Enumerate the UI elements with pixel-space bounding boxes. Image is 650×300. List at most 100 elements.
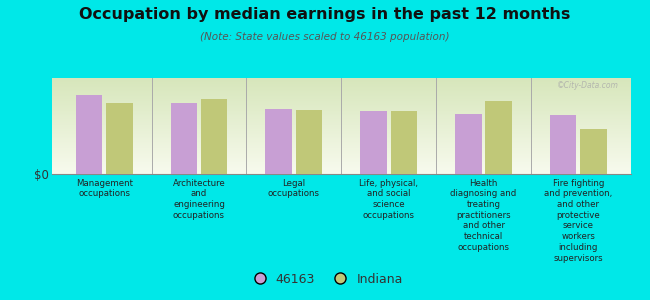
Text: Health
diagnosing and
treating
practitioners
and other
technical
occupations: Health diagnosing and treating practitio… [450, 178, 517, 252]
Bar [52, 83, 630, 84]
Bar [580, 129, 607, 174]
Bar [170, 103, 197, 174]
Bar [52, 153, 630, 154]
Bar [52, 91, 630, 92]
Bar [52, 111, 630, 112]
Bar [52, 106, 630, 107]
Bar [52, 166, 630, 167]
Bar [52, 98, 630, 99]
Bar [52, 146, 630, 147]
Bar [52, 130, 630, 131]
Bar [52, 142, 630, 143]
Bar [52, 147, 630, 148]
Bar [75, 95, 102, 174]
Bar [52, 97, 630, 98]
Bar [52, 149, 630, 150]
Bar [52, 112, 630, 113]
Bar [52, 94, 630, 95]
Bar [52, 104, 630, 105]
Bar [52, 84, 630, 85]
Bar [52, 105, 630, 106]
Bar [52, 168, 630, 169]
Bar [106, 103, 133, 174]
Bar [52, 152, 630, 153]
Bar [52, 159, 630, 160]
Bar [52, 120, 630, 121]
Bar [550, 116, 577, 174]
Bar [52, 139, 630, 140]
Bar [52, 133, 630, 134]
Bar [52, 135, 630, 136]
Bar [52, 122, 630, 123]
Bar [52, 169, 630, 170]
Bar [52, 118, 630, 119]
Text: (Note: State values scaled to 46163 population): (Note: State values scaled to 46163 popu… [200, 32, 450, 41]
Bar [52, 136, 630, 137]
Bar [486, 101, 512, 174]
Bar [52, 93, 630, 94]
Bar [52, 141, 630, 142]
Bar [265, 109, 292, 174]
Bar [52, 165, 630, 166]
Bar [52, 109, 630, 110]
Bar [52, 95, 630, 96]
Bar [52, 167, 630, 168]
Bar [52, 151, 630, 152]
Text: Architecture
and
engineering
occupations: Architecture and engineering occupations [173, 178, 226, 220]
Bar [52, 102, 630, 103]
Text: Fire fighting
and prevention,
and other
protective
service
workers
including
sup: Fire fighting and prevention, and other … [544, 178, 612, 263]
Bar [52, 101, 630, 102]
Bar [296, 110, 322, 174]
Bar [455, 113, 482, 174]
Bar [52, 81, 630, 82]
Text: Management
occupations: Management occupations [75, 178, 133, 198]
Bar [52, 108, 630, 109]
Bar [52, 137, 630, 139]
Bar [52, 86, 630, 87]
Bar [52, 92, 630, 93]
Bar [52, 123, 630, 124]
Bar [52, 154, 630, 155]
Bar [52, 155, 630, 156]
Bar [52, 156, 630, 157]
Bar [52, 161, 630, 163]
Bar [52, 164, 630, 165]
Bar [52, 158, 630, 159]
Bar [52, 129, 630, 130]
Text: Legal
occupations: Legal occupations [268, 178, 320, 198]
Bar [52, 121, 630, 122]
Bar [201, 99, 227, 174]
Bar [52, 171, 630, 172]
Bar [52, 89, 630, 91]
Bar [52, 127, 630, 128]
Bar [52, 107, 630, 108]
Bar [52, 80, 630, 81]
Bar [52, 131, 630, 132]
Bar [52, 110, 630, 111]
Bar [52, 126, 630, 127]
Bar [52, 170, 630, 171]
Bar [52, 160, 630, 161]
Bar [52, 88, 630, 89]
Bar [52, 85, 630, 86]
Bar [52, 157, 630, 158]
Legend: 46163, Indiana: 46163, Indiana [242, 268, 408, 291]
Bar [52, 100, 630, 101]
Bar [52, 132, 630, 133]
Bar [52, 128, 630, 129]
Bar [360, 111, 387, 174]
Bar [52, 99, 630, 100]
Bar [52, 134, 630, 135]
Bar [52, 78, 630, 79]
Bar [52, 96, 630, 97]
Bar [52, 148, 630, 149]
Bar [52, 173, 630, 174]
Bar [52, 124, 630, 125]
Bar [52, 117, 630, 118]
Bar [52, 116, 630, 117]
Text: ©City-Data.com: ©City-Data.com [557, 81, 619, 90]
Bar [52, 113, 630, 115]
Bar [52, 82, 630, 83]
Text: Life, physical,
and social
science
occupations: Life, physical, and social science occup… [359, 178, 418, 220]
Bar [52, 140, 630, 141]
